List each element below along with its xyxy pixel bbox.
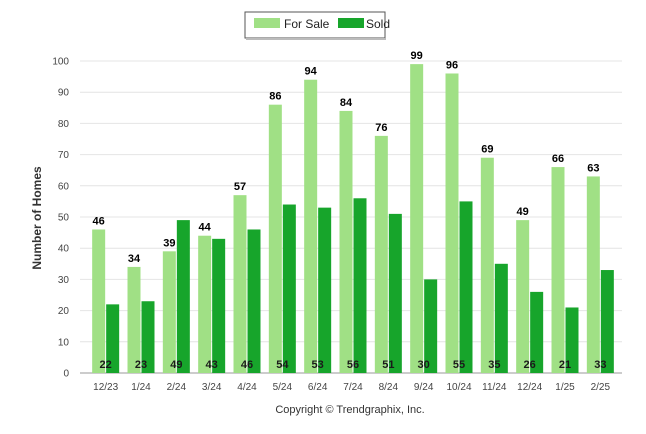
- data-label-sold: 51: [382, 359, 394, 371]
- data-label-for-sale: 76: [375, 122, 387, 134]
- x-tick-label: 1/24: [131, 382, 151, 393]
- data-label-for-sale: 84: [340, 97, 353, 109]
- data-label-sold: 26: [524, 359, 536, 371]
- bar-for-sale[interactable]: [233, 195, 247, 373]
- bar-sold[interactable]: [530, 291, 544, 373]
- bar-for-sale[interactable]: [480, 157, 494, 373]
- bar-for-sale[interactable]: [92, 229, 106, 373]
- bar-sold[interactable]: [388, 213, 402, 373]
- data-label-sold: 21: [559, 359, 571, 371]
- data-label-for-sale: 96: [446, 59, 458, 71]
- x-tick-label: 2/25: [591, 382, 611, 393]
- bar-for-sale[interactable]: [586, 176, 600, 373]
- bar-for-sale[interactable]: [516, 220, 530, 373]
- data-label-sold: 43: [206, 359, 218, 371]
- data-label-sold: 35: [488, 359, 500, 371]
- bar-sold[interactable]: [565, 307, 579, 373]
- legend-swatch-sold: [338, 18, 364, 28]
- data-label-for-sale: 57: [234, 181, 246, 193]
- bar-sold[interactable]: [176, 220, 190, 373]
- x-tick-label: 12/24: [517, 382, 542, 393]
- x-tick-label: 5/24: [273, 382, 293, 393]
- data-label-for-sale: 99: [411, 50, 423, 62]
- bar-sold[interactable]: [282, 204, 296, 373]
- legend[interactable]: For Sale Sold: [244, 11, 390, 40]
- bar-for-sale[interactable]: [445, 73, 459, 373]
- data-label-sold: 22: [100, 359, 112, 371]
- bar-for-sale[interactable]: [339, 110, 353, 374]
- x-tick-label: 1/25: [555, 382, 575, 393]
- data-label-sold: 53: [312, 359, 324, 371]
- y-axis-label: Number of Homes: [30, 166, 44, 270]
- bar-sold[interactable]: [318, 207, 332, 373]
- data-label-sold: 46: [241, 359, 253, 371]
- y-tick-label: 20: [58, 306, 70, 317]
- y-tick-label: 0: [63, 369, 69, 380]
- x-tick-label: 9/24: [414, 382, 434, 393]
- data-label-sold: 56: [347, 359, 359, 371]
- bar-sold[interactable]: [212, 238, 226, 373]
- legend-swatch-for-sale: [254, 18, 280, 28]
- data-label-sold: 49: [170, 359, 182, 371]
- data-label-sold: 30: [418, 359, 430, 371]
- bar-sold[interactable]: [424, 279, 438, 373]
- data-label-sold: 54: [276, 359, 289, 371]
- data-label-sold: 33: [594, 359, 606, 371]
- x-tick-label: 3/24: [202, 382, 222, 393]
- y-tick-label: 90: [58, 88, 70, 99]
- x-axis-ticks: 12/23 1/24 2/24 3/24 4/24 5/24 6/24 7/24 8/24 9/2…: [93, 382, 610, 393]
- data-label-for-sale: 63: [587, 162, 599, 174]
- x-tick-label: 2/24: [167, 382, 187, 393]
- bar-sold[interactable]: [141, 301, 155, 373]
- x-tick-label: 12/23: [93, 382, 118, 393]
- data-label-sold: 55: [453, 359, 465, 371]
- y-axis-ticks: 0 10 20 30 40 50 60 70 80 90 100: [52, 57, 69, 380]
- bar-for-sale[interactable]: [304, 79, 318, 373]
- legend-label-sold[interactable]: Sold: [366, 17, 390, 31]
- data-label-for-sale: 66: [552, 153, 564, 165]
- bar-sold[interactable]: [600, 270, 614, 373]
- data-label-for-sale: 46: [93, 215, 105, 227]
- bar-for-sale[interactable]: [410, 64, 424, 374]
- copyright-text: Copyright © Trendgraphix, Inc.: [275, 404, 424, 416]
- data-label-for-sale: 86: [269, 91, 281, 103]
- bar-sold[interactable]: [494, 263, 508, 373]
- x-tick-label: 6/24: [308, 382, 328, 393]
- x-tick-label: 10/24: [446, 382, 471, 393]
- y-tick-label: 50: [58, 213, 70, 224]
- y-tick-label: 100: [52, 57, 69, 68]
- y-tick-label: 60: [58, 181, 70, 192]
- y-tick-label: 10: [58, 337, 70, 348]
- legend-label-for-sale[interactable]: For Sale: [284, 17, 330, 31]
- data-label-for-sale: 94: [305, 66, 318, 78]
- bar-for-sale[interactable]: [551, 167, 565, 373]
- x-tick-label: 8/24: [379, 382, 399, 393]
- data-label-for-sale: 39: [163, 237, 175, 249]
- bar-for-sale[interactable]: [268, 104, 282, 374]
- y-tick-label: 40: [58, 244, 70, 255]
- data-label-for-sale: 44: [199, 222, 212, 234]
- bar-for-sale[interactable]: [198, 235, 212, 373]
- bar-sold[interactable]: [106, 304, 120, 373]
- data-label-sold: 23: [135, 359, 147, 371]
- bar-for-sale[interactable]: [374, 135, 388, 373]
- x-tick-label: 4/24: [237, 382, 257, 393]
- data-label-for-sale: 34: [128, 253, 141, 265]
- x-tick-label: 7/24: [343, 382, 363, 393]
- data-label-for-sale: 49: [517, 206, 529, 218]
- y-tick-label: 30: [58, 275, 70, 286]
- y-tick-label: 70: [58, 150, 70, 161]
- y-tick-label: 80: [58, 119, 70, 130]
- bar-for-sale[interactable]: [162, 251, 176, 373]
- bar-sold[interactable]: [353, 198, 367, 373]
- bar-sold[interactable]: [247, 229, 261, 373]
- data-label-for-sale: 69: [481, 144, 493, 156]
- x-tick-label: 11/24: [482, 382, 507, 393]
- bars: 46 22 34 23 39 49 44 43 57 46 86 54 94 53 84 56 76 51 99 30…: [92, 50, 614, 374]
- bar-for-sale[interactable]: [127, 266, 141, 373]
- bar-sold[interactable]: [459, 201, 473, 373]
